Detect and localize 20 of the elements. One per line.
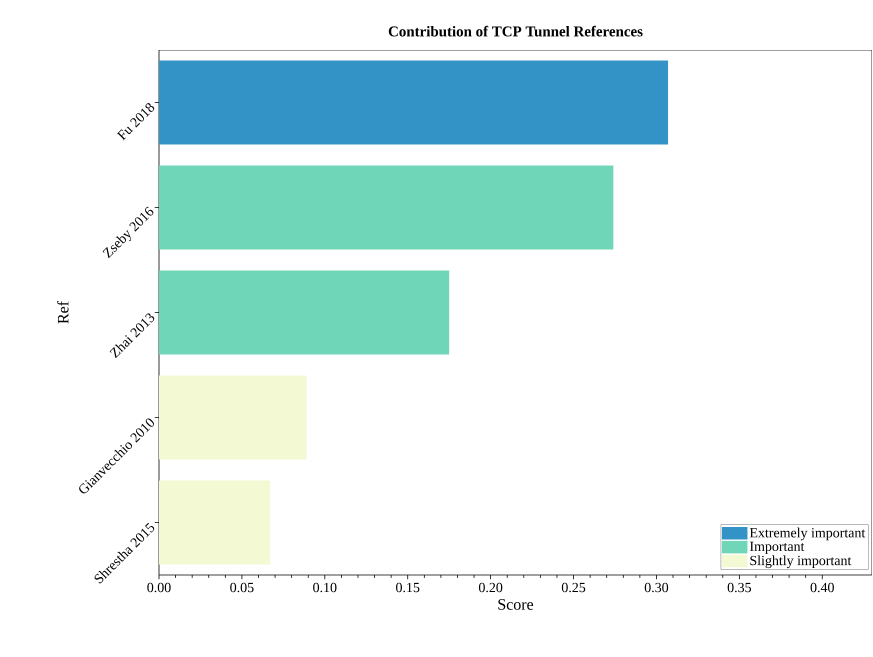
x-tick-label: 0.00: [147, 582, 171, 592]
legend-label: Extremely important: [750, 528, 866, 540]
x-tick-label: 0.15: [396, 582, 420, 592]
bar: [159, 166, 614, 250]
x-tick-label: 0.30: [644, 582, 668, 592]
legend-label: Slightly important: [750, 555, 852, 568]
x-tick-label: 0.10: [313, 582, 336, 592]
x-tick-label: 0.25: [562, 582, 586, 592]
x-tick-label: 0.20: [478, 582, 502, 592]
legend-label: Important: [750, 542, 804, 554]
bar: [159, 270, 450, 355]
bar: [159, 60, 668, 145]
x-tick-label: 0.05: [230, 582, 254, 592]
bar: [159, 480, 270, 565]
y-axis-title: Ref: [57, 300, 69, 324]
chart-title: Contribution of TCP Tunnel References: [388, 26, 643, 37]
x-tick-label: 0.35: [728, 582, 752, 592]
x-tick-label: 0.40: [810, 582, 834, 592]
bar: [159, 376, 307, 460]
x-axis-title: Score: [498, 599, 534, 610]
